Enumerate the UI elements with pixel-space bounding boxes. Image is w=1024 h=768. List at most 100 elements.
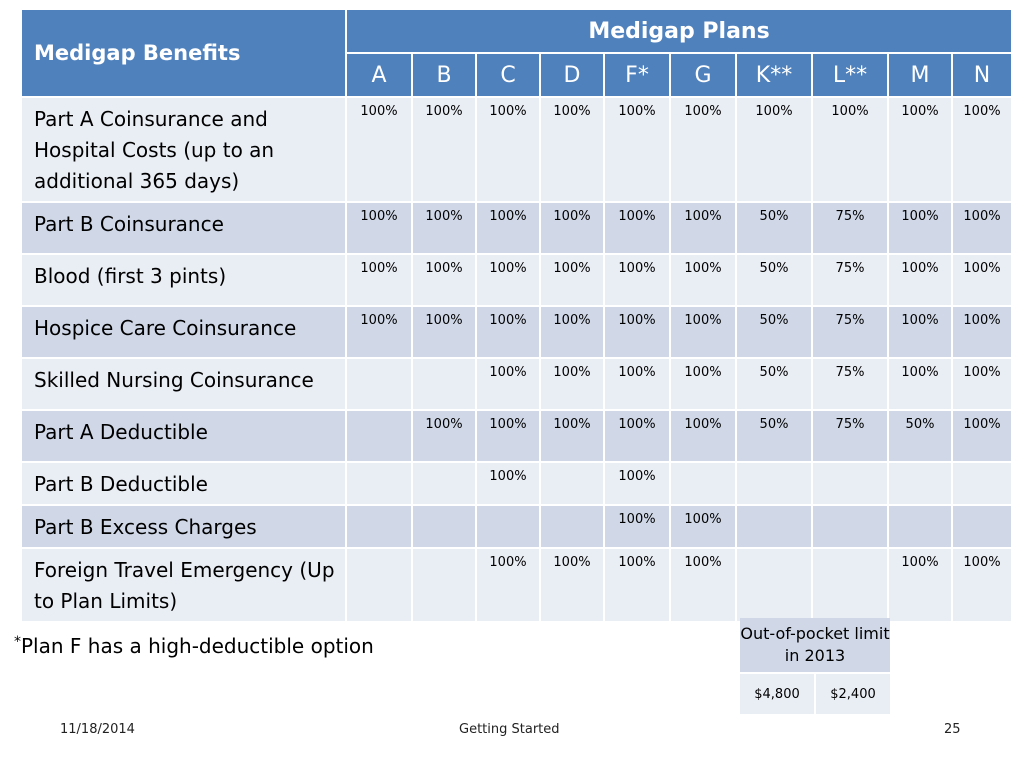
coverage-cell: 100% (347, 98, 411, 201)
coverage-cell: 100% (671, 203, 735, 253)
coverage-cell (347, 411, 411, 461)
coverage-cell (413, 549, 475, 621)
coverage-cell (347, 506, 411, 547)
plan-header-9: N (953, 54, 1011, 96)
coverage-cell: 100% (953, 307, 1011, 357)
coverage-cell: 100% (671, 98, 735, 201)
coverage-cell: 100% (477, 307, 539, 357)
coverage-cell: 100% (889, 203, 951, 253)
footer-title: Getting Started (459, 722, 560, 737)
coverage-cell: 100% (541, 359, 603, 409)
coverage-cell: 100% (605, 203, 669, 253)
benefit-label: Blood (first 3 pints) (22, 255, 345, 305)
coverage-cell (347, 463, 411, 504)
coverage-cell: 75% (813, 307, 887, 357)
plan-header-0: A (347, 54, 411, 96)
coverage-cell: 100% (413, 98, 475, 201)
coverage-cell: 100% (953, 98, 1011, 201)
coverage-cell: 100% (671, 506, 735, 547)
coverage-cell: 100% (477, 255, 539, 305)
out-of-pocket-k-value: $4,800 (740, 674, 814, 714)
coverage-cell (413, 463, 475, 504)
table-row: Blood (first 3 pints) 100% 100% 100% 100% 100… (22, 255, 1011, 305)
plan-header-1: B (413, 54, 475, 96)
plan-f-footnote: *Plan F has a high-deductible option (14, 634, 374, 658)
coverage-cell: 100% (347, 203, 411, 253)
coverage-cell: 100% (953, 359, 1011, 409)
coverage-cell: 100% (889, 549, 951, 621)
coverage-cell: 100% (605, 463, 669, 504)
coverage-cell: 100% (671, 255, 735, 305)
coverage-cell: 100% (605, 98, 669, 201)
footer-page-number: 25 (944, 722, 961, 737)
coverage-cell: 100% (671, 307, 735, 357)
coverage-cell (737, 549, 811, 621)
table-row: Part B Excess Charges 100% 100% (22, 506, 1011, 547)
benefits-header: Medigap Benefits (22, 10, 345, 96)
coverage-cell: 100% (477, 359, 539, 409)
coverage-cell: 100% (541, 255, 603, 305)
coverage-cell: 50% (737, 411, 811, 461)
plan-header-3: D (541, 54, 603, 96)
coverage-cell: 100% (413, 255, 475, 305)
footer-date: 11/18/2014 (60, 722, 135, 737)
plan-header-7: L** (813, 54, 887, 96)
coverage-cell (889, 506, 951, 547)
coverage-cell: 100% (953, 549, 1011, 621)
coverage-cell: 100% (541, 549, 603, 621)
coverage-cell (477, 506, 539, 547)
coverage-cell: 100% (605, 307, 669, 357)
coverage-cell: 100% (477, 549, 539, 621)
coverage-cell: 75% (813, 255, 887, 305)
coverage-cell: 100% (477, 98, 539, 201)
footnote-star: * (14, 634, 21, 650)
table-row: Hospice Care Coinsurance 100% 100% 100% 100%… (22, 307, 1011, 357)
coverage-cell: 100% (605, 255, 669, 305)
coverage-cell: 75% (813, 411, 887, 461)
coverage-cell: 100% (477, 463, 539, 504)
coverage-cell: 100% (671, 359, 735, 409)
coverage-cell: 100% (477, 411, 539, 461)
coverage-cell (541, 506, 603, 547)
coverage-cell: 100% (889, 98, 951, 201)
benefit-label: Part B Coinsurance (22, 203, 345, 253)
coverage-cell: 100% (541, 307, 603, 357)
coverage-cell (813, 463, 887, 504)
coverage-cell: 100% (953, 411, 1011, 461)
table-row: Part A Coinsurance and Hospital Costs (u… (22, 98, 1011, 201)
plan-header-5: G (671, 54, 735, 96)
coverage-cell: 100% (889, 255, 951, 305)
coverage-cell (671, 463, 735, 504)
medigap-benefits-table: Medigap Benefits Medigap Plans A B C D F* G K*… (20, 8, 1013, 623)
coverage-cell: 100% (671, 411, 735, 461)
coverage-cell: 100% (541, 411, 603, 461)
coverage-cell: 100% (813, 98, 887, 201)
plan-header-8: M (889, 54, 951, 96)
coverage-cell: 75% (813, 203, 887, 253)
plan-header-2: C (477, 54, 539, 96)
coverage-cell (541, 463, 603, 504)
coverage-cell: 100% (347, 255, 411, 305)
coverage-cell: 100% (953, 203, 1011, 253)
coverage-cell: 100% (605, 549, 669, 621)
coverage-cell: 100% (413, 411, 475, 461)
coverage-cell: 100% (953, 255, 1011, 305)
coverage-cell: 100% (889, 307, 951, 357)
coverage-cell (347, 549, 411, 621)
plan-header-6: K** (737, 54, 811, 96)
coverage-cell: 100% (541, 203, 603, 253)
coverage-cell (737, 506, 811, 547)
coverage-cell (413, 359, 475, 409)
coverage-cell: 50% (737, 359, 811, 409)
coverage-cell: 100% (605, 411, 669, 461)
plans-header: Medigap Plans (347, 10, 1011, 52)
coverage-cell: 100% (413, 203, 475, 253)
coverage-cell: 100% (605, 506, 669, 547)
coverage-cell: 100% (541, 98, 603, 201)
coverage-cell (347, 359, 411, 409)
benefit-label: Part A Coinsurance and Hospital Costs (u… (22, 98, 345, 201)
coverage-cell (813, 506, 887, 547)
table-row: Part B Coinsurance 100% 100% 100% 100% 100% 10… (22, 203, 1011, 253)
out-of-pocket-l-value: $2,400 (816, 674, 890, 714)
coverage-cell: 50% (737, 255, 811, 305)
